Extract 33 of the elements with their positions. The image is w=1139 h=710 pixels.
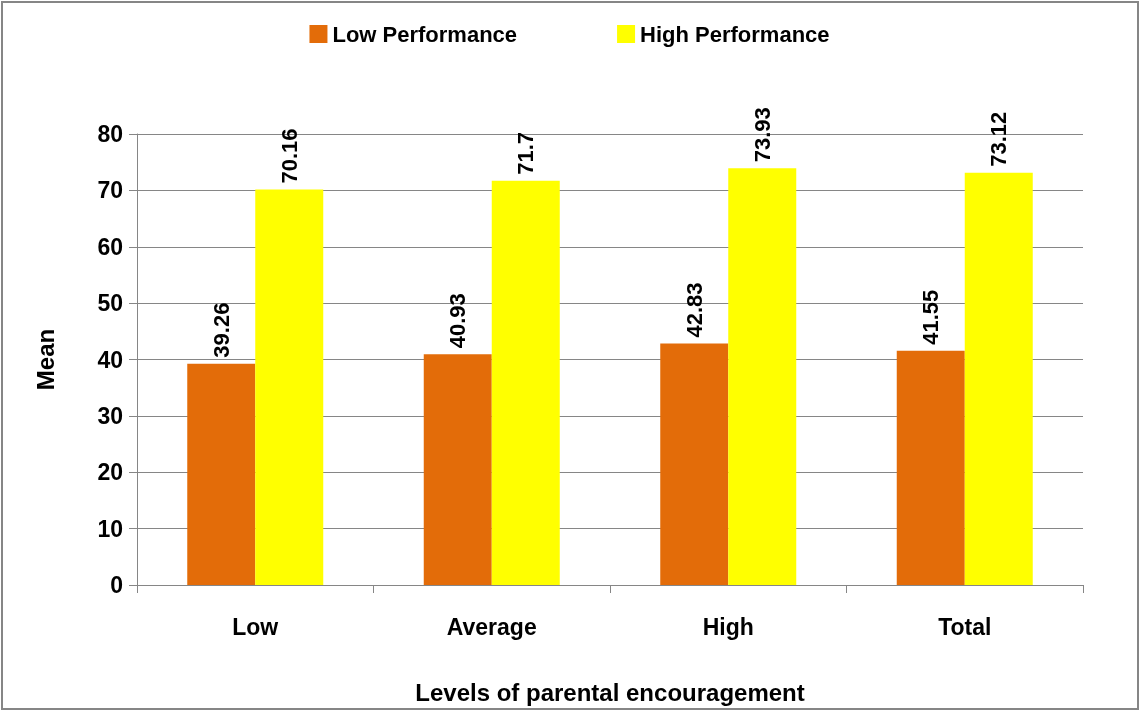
legend-label: High Performance <box>640 21 830 47</box>
bar <box>660 343 729 585</box>
legend-label: Low Performance <box>332 21 518 47</box>
x-axis-title: Levels of parental encouragement <box>415 678 805 706</box>
x-tick-label: Low <box>232 613 279 640</box>
data-label: 40.93 <box>445 293 471 349</box>
data-label: 39.26 <box>208 302 234 358</box>
bar <box>187 363 256 585</box>
data-label: 41.55 <box>918 289 944 345</box>
x-tick-label: Average <box>446 613 537 640</box>
bar <box>728 168 797 585</box>
y-tick-label: 20 <box>97 459 123 486</box>
y-tick-label: 10 <box>97 515 123 542</box>
bar <box>896 350 965 585</box>
data-label: 73.93 <box>749 107 775 163</box>
y-axis-title: Mean <box>31 328 59 391</box>
y-tick-label: 50 <box>97 290 123 317</box>
y-tick-label: 70 <box>97 177 123 204</box>
y-tick-label: 30 <box>97 402 123 429</box>
bar <box>255 189 324 585</box>
data-label: 42.83 <box>681 282 707 338</box>
bar <box>964 172 1033 585</box>
data-label: 70.16 <box>276 128 302 184</box>
y-tick-label: 40 <box>97 346 123 373</box>
bar <box>423 354 492 585</box>
data-label: 71.7 <box>513 131 539 175</box>
bar <box>491 180 560 585</box>
y-tick-label: 80 <box>97 121 123 147</box>
x-tick-label: High <box>702 613 754 640</box>
y-tick-label: 60 <box>97 233 123 260</box>
x-tick-label: Total <box>938 613 992 640</box>
y-tick-label: 0 <box>110 572 123 598</box>
data-label: 73.12 <box>986 111 1012 167</box>
